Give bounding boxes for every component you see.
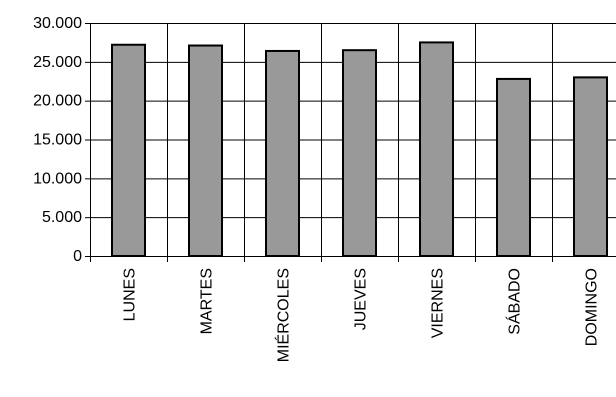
y-tick-label: 20.000 bbox=[33, 93, 82, 110]
axes bbox=[85, 23, 616, 262]
bar bbox=[342, 49, 377, 257]
x-tick-label: LUNES bbox=[122, 268, 139, 321]
bar bbox=[419, 41, 454, 257]
x-tick-label: MARTES bbox=[199, 268, 216, 334]
bars bbox=[111, 41, 608, 258]
x-tick-label: SÁBADO bbox=[505, 268, 524, 335]
y-tick-label: 15.000 bbox=[33, 132, 82, 149]
bar bbox=[573, 76, 608, 257]
x-tick-label: MIÉRCOLES bbox=[274, 268, 293, 362]
y-tick-label: 10.000 bbox=[33, 170, 82, 187]
x-tick-label: JUEVES bbox=[353, 268, 370, 330]
y-tick-label: 25.000 bbox=[33, 54, 82, 71]
y-tick-label: 30.000 bbox=[33, 15, 82, 32]
y-tick-label: 0 bbox=[73, 248, 82, 265]
y-tick-label: 5.000 bbox=[42, 209, 82, 226]
y-tick-labels: 0 5.000 10.000 15.000 20.000 25.000 30.000 bbox=[33, 15, 82, 265]
bar bbox=[111, 43, 146, 257]
bar bbox=[188, 44, 223, 258]
x-tick-labels: LUNES MARTES MIÉRCOLES JUEVES VIERNES SÁBADO D… bbox=[122, 268, 601, 362]
bar bbox=[265, 49, 300, 257]
x-tick-label: DOMINGO bbox=[584, 268, 601, 346]
x-tick-label: VIERNES bbox=[430, 268, 447, 338]
bar bbox=[496, 77, 531, 257]
